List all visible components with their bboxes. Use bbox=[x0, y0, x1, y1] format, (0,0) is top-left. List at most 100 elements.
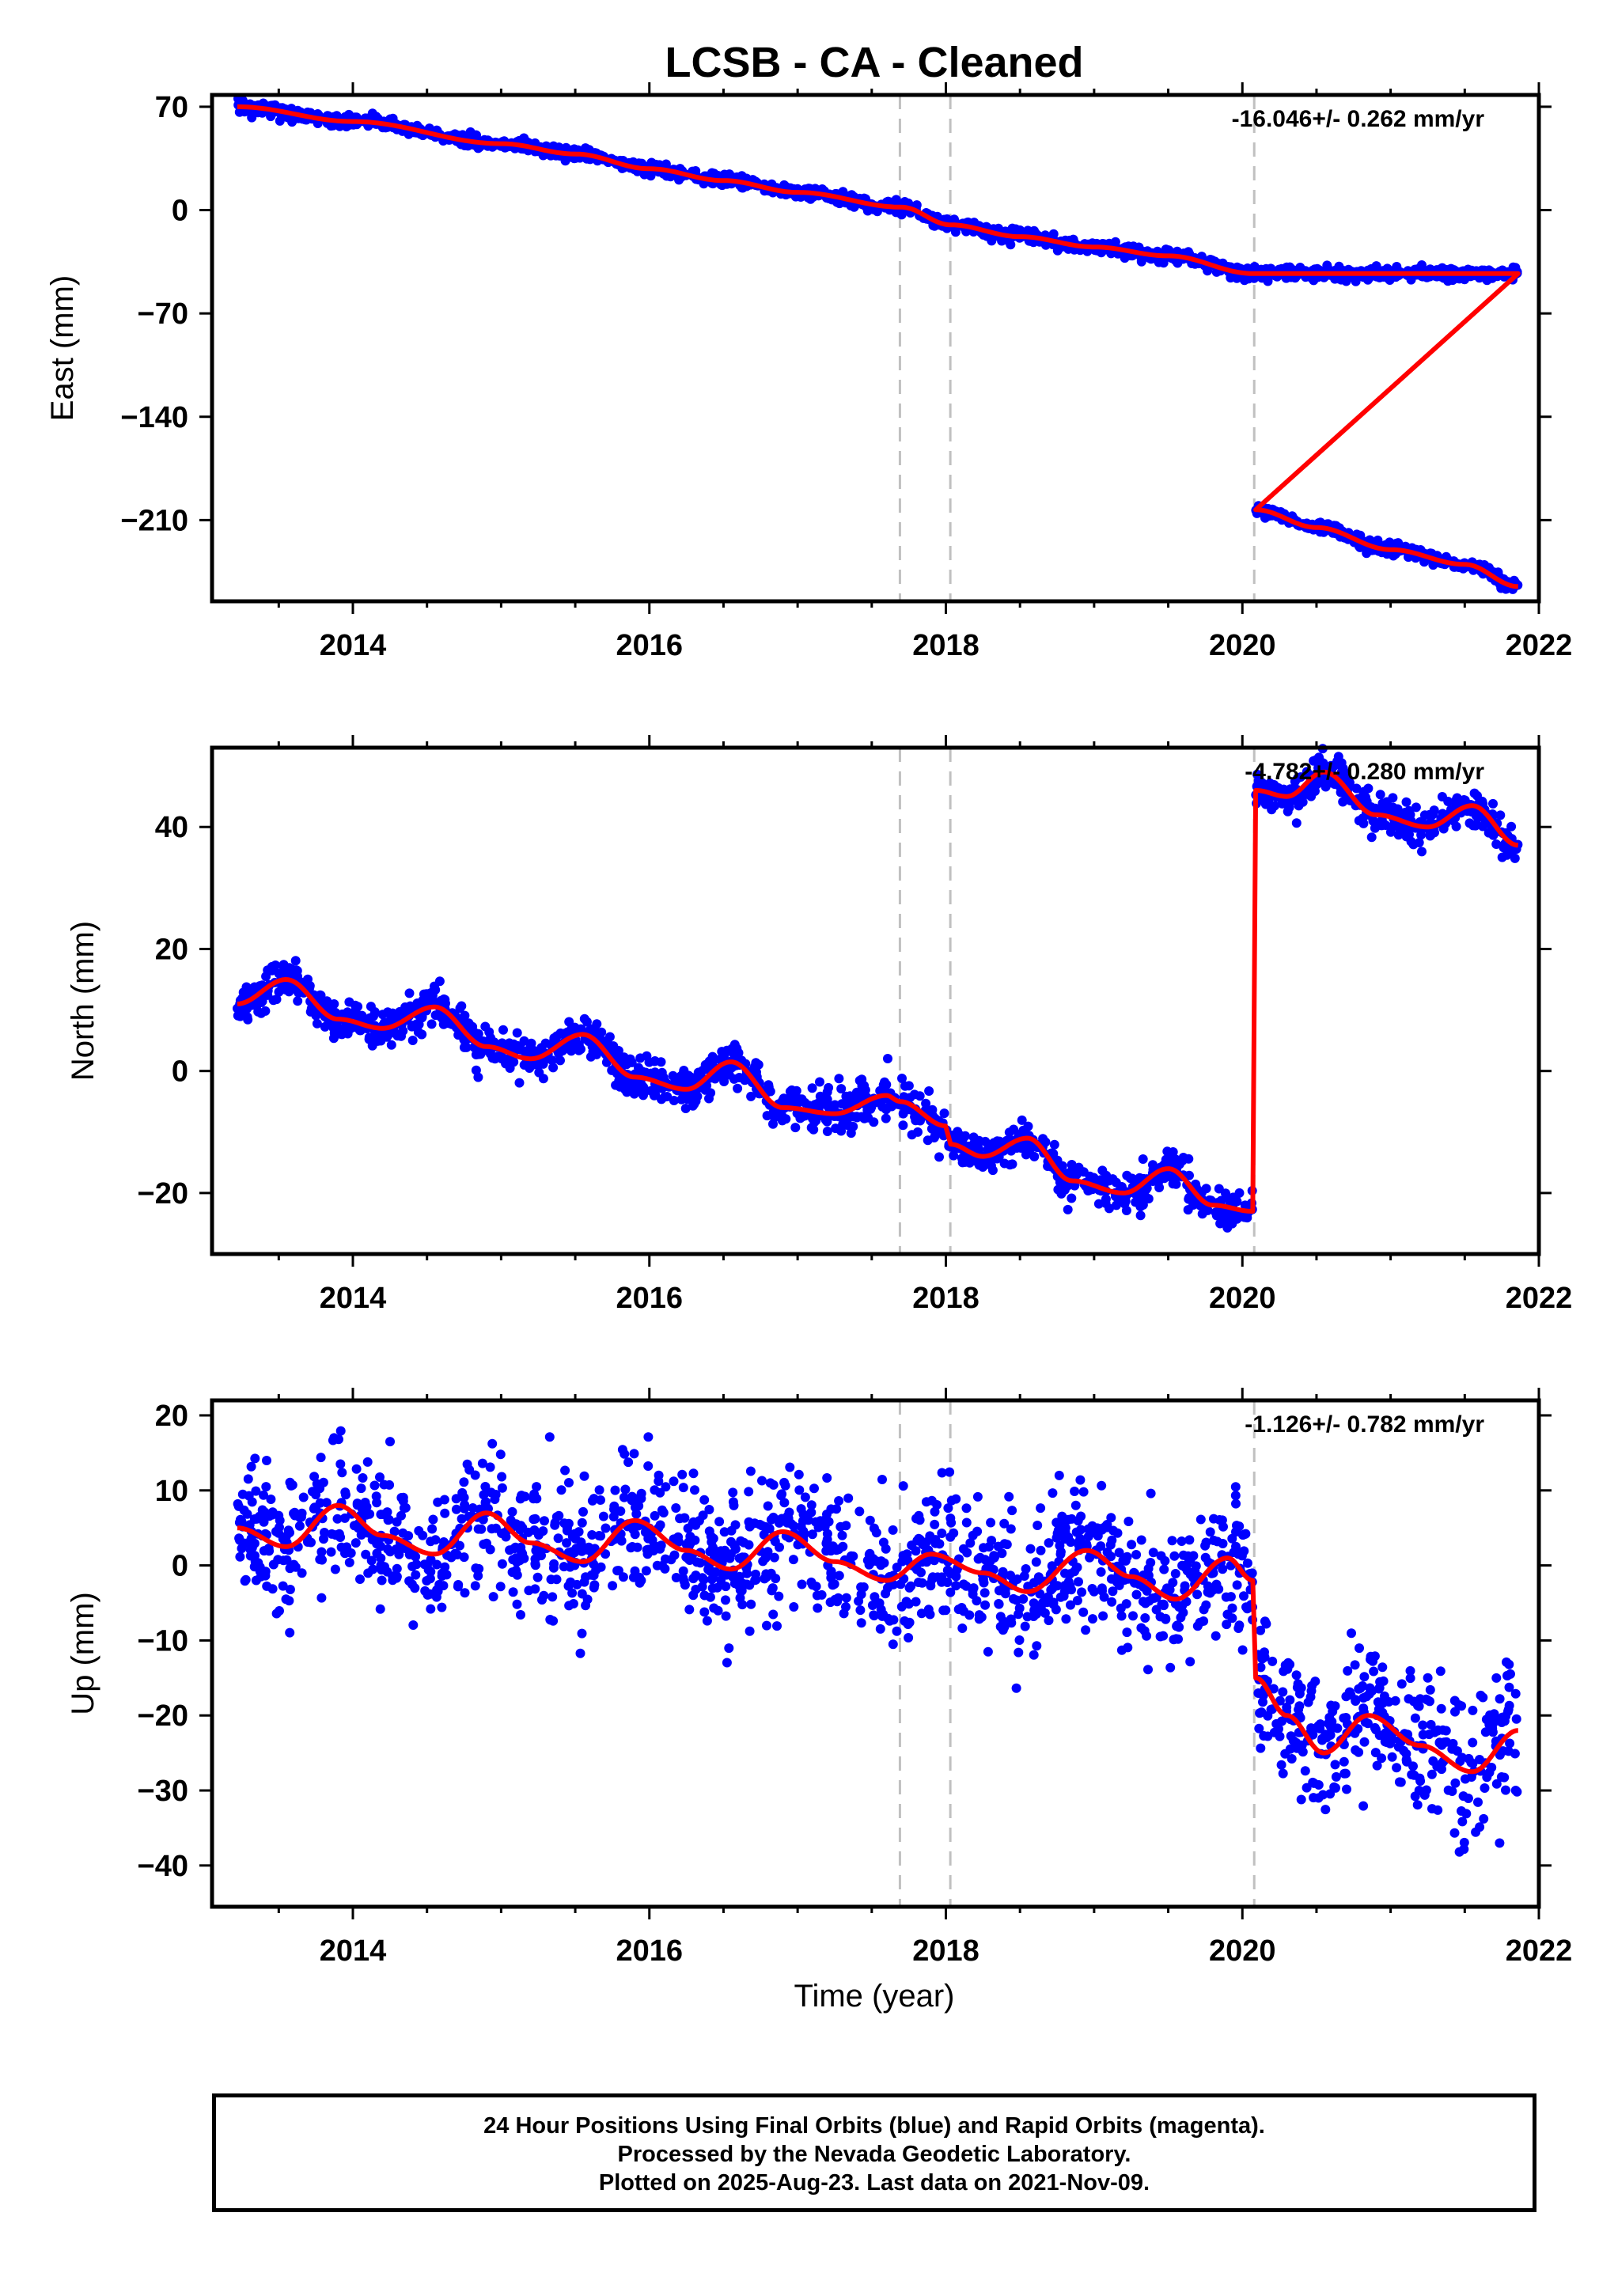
data-point bbox=[684, 1605, 695, 1615]
data-point bbox=[986, 1517, 996, 1528]
data-point bbox=[596, 1531, 606, 1541]
data-point bbox=[1285, 262, 1295, 272]
data-point bbox=[797, 1579, 807, 1589]
data-point bbox=[1146, 1488, 1156, 1498]
data-point bbox=[460, 1010, 470, 1021]
data-point bbox=[564, 1017, 574, 1027]
data-point bbox=[1232, 1580, 1242, 1590]
data-point bbox=[834, 1496, 844, 1506]
data-point bbox=[371, 1491, 381, 1502]
data-point bbox=[516, 1610, 525, 1620]
data-point bbox=[1116, 1645, 1127, 1655]
data-point bbox=[261, 1482, 271, 1492]
data-point bbox=[1052, 1155, 1063, 1165]
data-point bbox=[700, 1085, 710, 1095]
data-point bbox=[774, 1517, 784, 1528]
data-point bbox=[610, 1485, 620, 1495]
data-point bbox=[291, 965, 301, 976]
data-point bbox=[368, 1032, 378, 1043]
data-point bbox=[822, 1097, 832, 1108]
data-point bbox=[733, 1083, 743, 1093]
data-point bbox=[815, 1077, 824, 1087]
data-point bbox=[1146, 1558, 1156, 1567]
data-point bbox=[746, 1599, 756, 1609]
data-point bbox=[405, 1001, 415, 1011]
data-point bbox=[1002, 1540, 1012, 1550]
data-point bbox=[1131, 1550, 1142, 1559]
data-point bbox=[699, 1495, 710, 1505]
data-point bbox=[1098, 1611, 1108, 1621]
y-tick-label: 0 bbox=[172, 195, 188, 228]
data-point bbox=[974, 1144, 984, 1154]
data-point bbox=[811, 1582, 821, 1592]
data-point bbox=[532, 1572, 543, 1582]
data-point bbox=[239, 1505, 249, 1515]
data-point bbox=[1338, 797, 1348, 807]
data-point bbox=[807, 1083, 817, 1093]
data-point bbox=[949, 1150, 959, 1161]
data-point bbox=[726, 1525, 737, 1536]
data-point bbox=[625, 1054, 635, 1064]
data-point bbox=[794, 1094, 805, 1104]
data-point bbox=[240, 1576, 250, 1586]
data-point bbox=[251, 1575, 261, 1586]
data-point bbox=[921, 1497, 931, 1507]
data-point bbox=[772, 1621, 782, 1631]
data-point bbox=[548, 1592, 558, 1602]
data-point bbox=[1351, 783, 1362, 794]
data-point bbox=[691, 1585, 701, 1594]
data-point bbox=[426, 1019, 437, 1029]
y-tick-label: −20 bbox=[138, 1177, 188, 1211]
data-point bbox=[1033, 1521, 1043, 1530]
data-point bbox=[1047, 1561, 1057, 1571]
data-point bbox=[811, 1116, 821, 1126]
x-tick-label: 2022 bbox=[1506, 629, 1573, 662]
data-point bbox=[949, 1528, 959, 1538]
data-point bbox=[1373, 535, 1383, 545]
data-point bbox=[497, 1472, 507, 1482]
data-point bbox=[575, 1648, 585, 1658]
data-point bbox=[832, 1597, 843, 1607]
data-point bbox=[1143, 1194, 1154, 1204]
data-point bbox=[1232, 1521, 1241, 1531]
data-point bbox=[623, 1457, 634, 1468]
data-point bbox=[729, 1074, 739, 1084]
data-point bbox=[898, 1120, 908, 1131]
data-point bbox=[1032, 1641, 1042, 1651]
data-point bbox=[1162, 1157, 1173, 1168]
data-point bbox=[329, 999, 339, 1009]
data-point bbox=[594, 1485, 604, 1495]
data-point bbox=[1510, 263, 1521, 273]
data-point bbox=[699, 1607, 710, 1617]
data-point bbox=[1036, 1503, 1046, 1514]
data-point bbox=[1378, 802, 1388, 812]
rate-label: -4.782+/- 0.280 mm/yr bbox=[1245, 759, 1484, 785]
data-point bbox=[1131, 1589, 1142, 1600]
data-point bbox=[979, 1588, 990, 1598]
data-point bbox=[1291, 818, 1302, 828]
data-point bbox=[362, 1457, 373, 1467]
data-point bbox=[1197, 1209, 1207, 1219]
x-tick-label: 2014 bbox=[320, 1282, 387, 1315]
data-point bbox=[1021, 1150, 1031, 1160]
data-point bbox=[578, 1506, 588, 1517]
data-point bbox=[283, 1525, 294, 1536]
data-point bbox=[297, 1568, 307, 1578]
data-point bbox=[752, 1067, 761, 1078]
data-point bbox=[1097, 1165, 1108, 1176]
data-point bbox=[520, 1491, 530, 1502]
x-tick-label: 2016 bbox=[616, 1282, 683, 1315]
data-point bbox=[513, 1044, 523, 1055]
data-point bbox=[320, 1021, 330, 1032]
data-point bbox=[638, 1090, 648, 1101]
data-point bbox=[428, 1514, 438, 1525]
data-point bbox=[669, 1096, 679, 1105]
data-point bbox=[437, 1602, 447, 1612]
data-point bbox=[688, 1517, 699, 1527]
data-point bbox=[643, 1432, 654, 1442]
data-point bbox=[1417, 847, 1427, 857]
data-point bbox=[1007, 1159, 1017, 1169]
data-point bbox=[1165, 1662, 1176, 1673]
data-point bbox=[881, 1104, 892, 1115]
data-point bbox=[1242, 1213, 1252, 1223]
